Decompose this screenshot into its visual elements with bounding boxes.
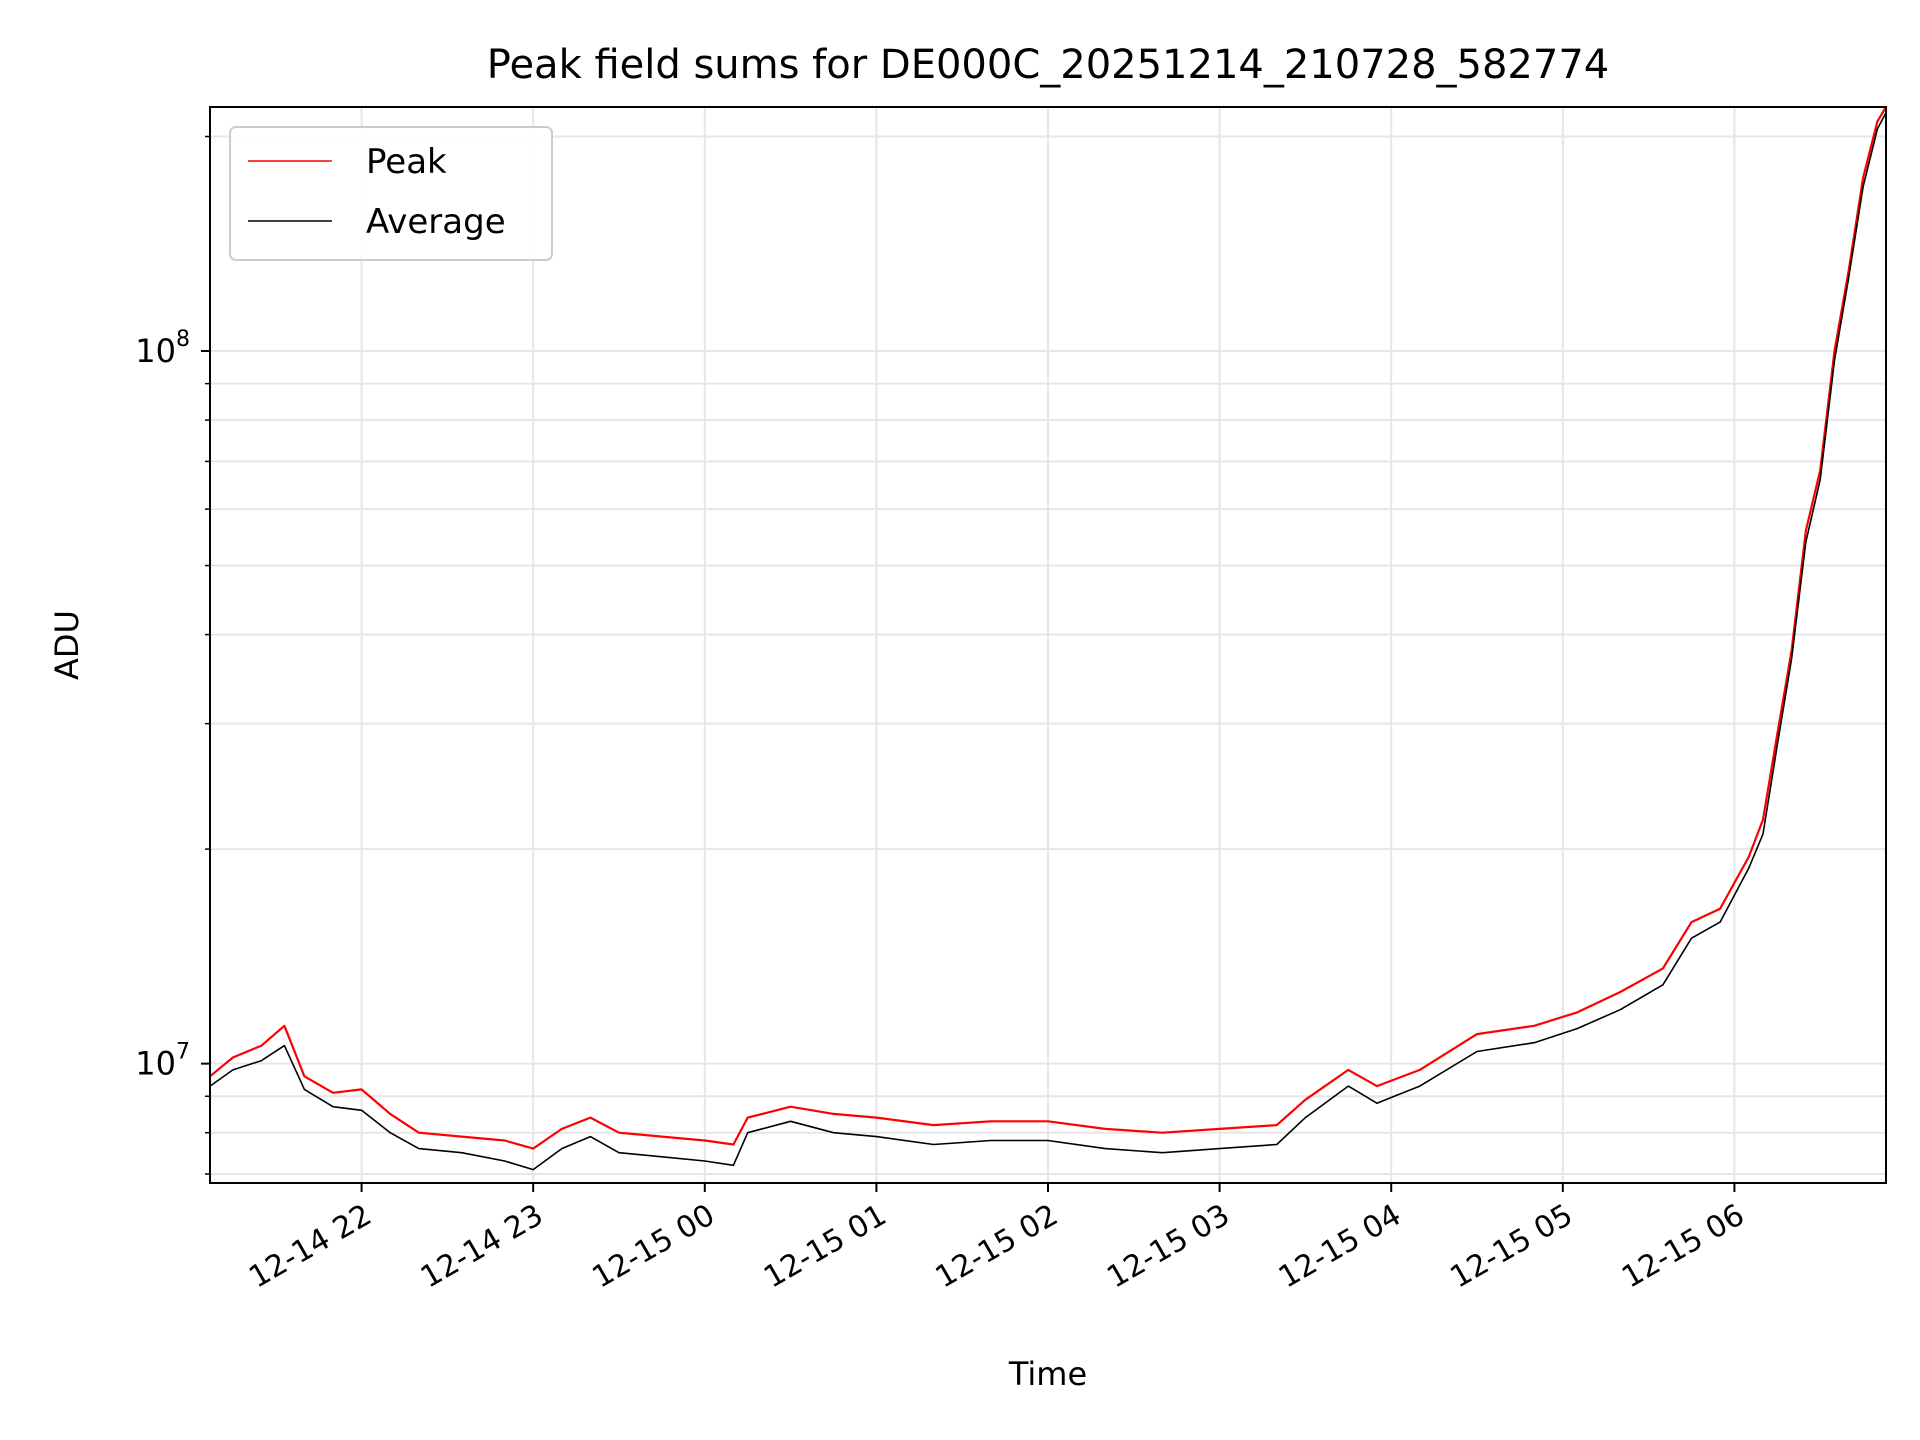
legend: Peak Average xyxy=(229,126,553,261)
legend-label-peak: Peak xyxy=(366,142,447,182)
legend-label-average: Average xyxy=(366,202,506,242)
series-line-peak xyxy=(209,106,1887,1150)
x-axis-label: Time xyxy=(1008,1355,1087,1393)
grid xyxy=(210,107,1886,1183)
chart-title: Peak field sums for DE000C_20251214_2107… xyxy=(487,42,1609,88)
series-group xyxy=(209,106,1887,1171)
series-line-average xyxy=(209,112,1887,1171)
y-tick-label: 108 xyxy=(135,327,190,370)
y-axis-label: ADU xyxy=(48,610,86,680)
y-tick-label: 107 xyxy=(135,1040,190,1083)
